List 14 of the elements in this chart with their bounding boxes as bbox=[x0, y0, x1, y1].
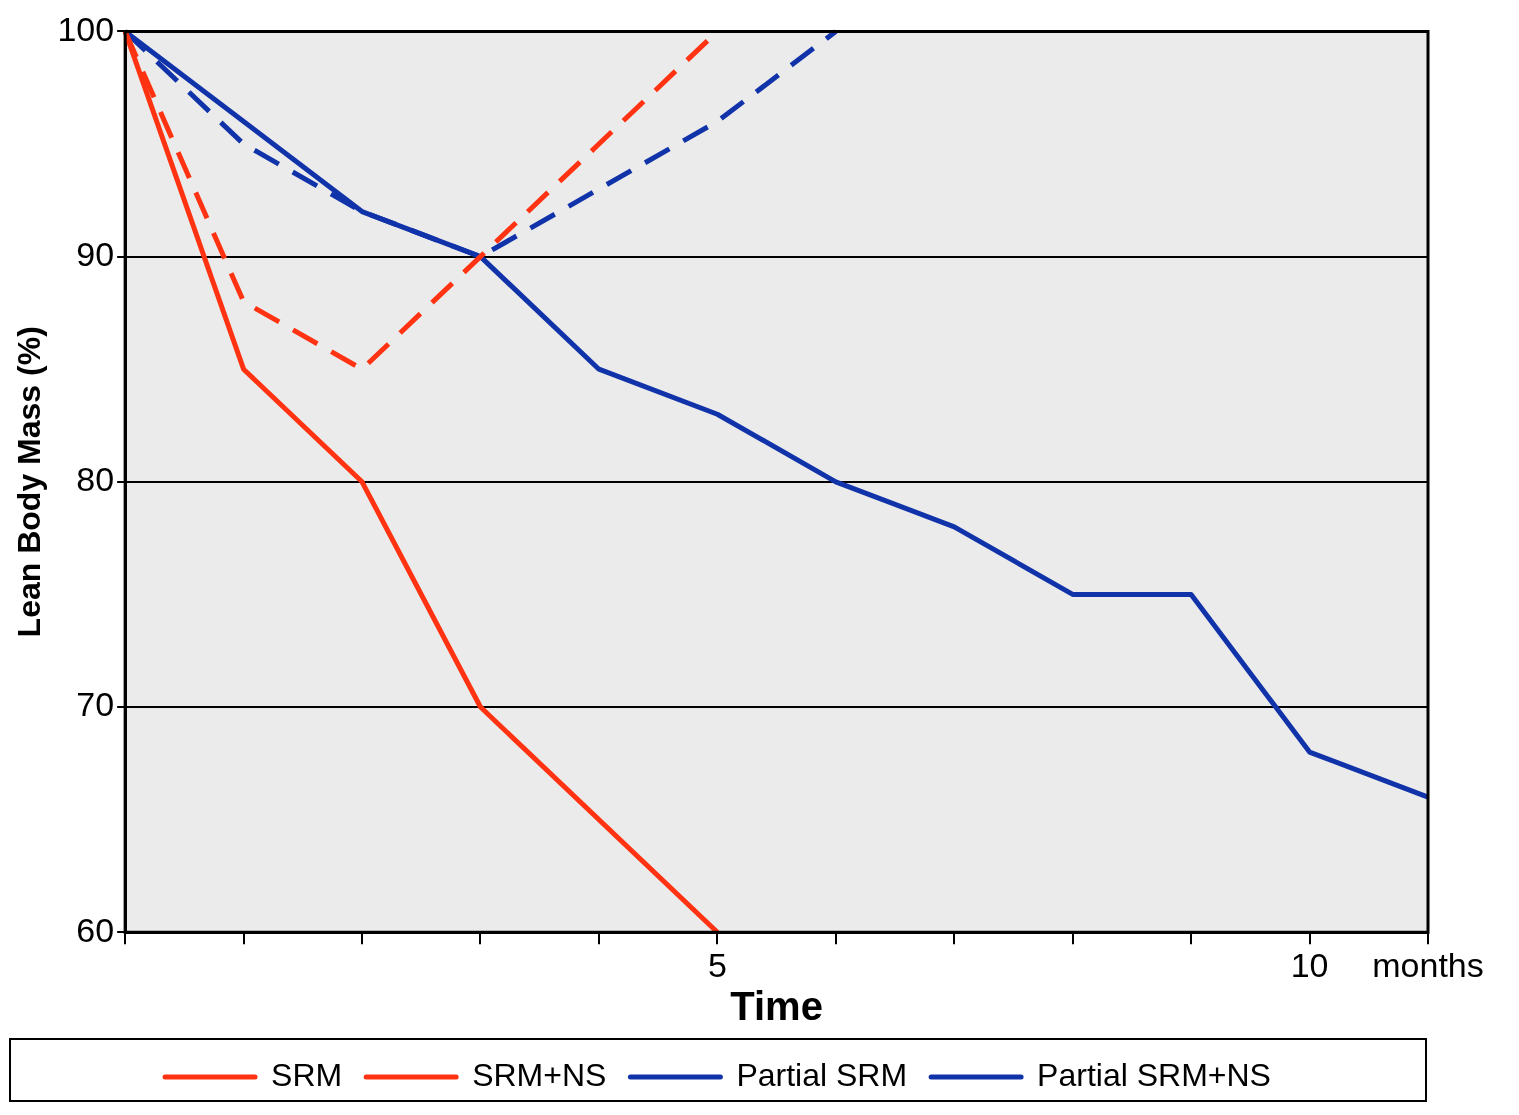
y-tick-label: 90 bbox=[76, 234, 115, 273]
y-axis-title: Lean Body Mass (%) bbox=[11, 326, 48, 638]
y-tick-label: 60 bbox=[76, 910, 115, 949]
legend-label: Partial SRM bbox=[736, 1056, 908, 1093]
x-tick-label: 5 bbox=[707, 945, 727, 984]
legend-label: SRM bbox=[271, 1056, 343, 1093]
x-axis-title: Time bbox=[730, 984, 823, 1029]
legend-label: SRM+NS bbox=[472, 1056, 607, 1093]
legend-label: Partial SRM+NS bbox=[1037, 1056, 1271, 1093]
y-tick-label: 70 bbox=[76, 685, 115, 724]
y-tick-label: 100 bbox=[57, 9, 115, 48]
x-tick-label: 10 bbox=[1290, 945, 1329, 984]
x-tick-label: months bbox=[1372, 945, 1484, 984]
y-tick-label: 80 bbox=[76, 460, 115, 499]
